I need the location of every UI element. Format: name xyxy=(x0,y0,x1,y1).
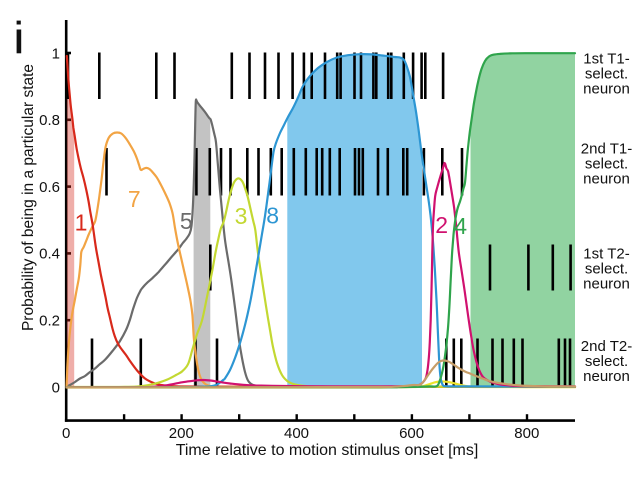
svg-text:Probability of being in a part: Probability of being in a particular sta… xyxy=(20,64,37,331)
svg-text:5: 5 xyxy=(180,208,193,234)
svg-text:select.: select. xyxy=(585,156,628,173)
svg-text:select.: select. xyxy=(585,66,628,83)
svg-text:1st T1-: 1st T1- xyxy=(583,51,629,68)
svg-text:3: 3 xyxy=(235,203,248,229)
svg-text:neuron: neuron xyxy=(583,171,630,188)
svg-text:1: 1 xyxy=(52,45,60,62)
svg-text:2nd T1-: 2nd T1- xyxy=(581,141,632,158)
svg-text:4: 4 xyxy=(454,213,467,239)
svg-text:0: 0 xyxy=(62,425,70,442)
svg-text:800: 800 xyxy=(514,425,539,442)
svg-text:select.: select. xyxy=(585,261,628,278)
svg-text:2nd T2-: 2nd T2- xyxy=(581,338,632,355)
svg-text:neuron: neuron xyxy=(583,81,630,98)
svg-text:400: 400 xyxy=(284,425,309,442)
svg-text:0.4: 0.4 xyxy=(39,246,60,263)
svg-text:200: 200 xyxy=(169,425,194,442)
svg-text:2: 2 xyxy=(435,212,448,238)
svg-text:1: 1 xyxy=(75,209,88,235)
svg-text:8: 8 xyxy=(266,203,279,229)
svg-text:Time relative to motion stimul: Time relative to motion stimulus onset [… xyxy=(176,442,479,459)
svg-text:0.8: 0.8 xyxy=(39,112,60,129)
svg-text:0.6: 0.6 xyxy=(39,179,60,196)
svg-text:600: 600 xyxy=(399,425,424,442)
svg-text:neuron: neuron xyxy=(583,368,630,385)
svg-text:7: 7 xyxy=(128,186,141,212)
svg-text:0: 0 xyxy=(52,379,60,396)
svg-text:0.2: 0.2 xyxy=(39,313,60,330)
svg-text:1st T2-: 1st T2- xyxy=(583,246,629,263)
svg-text:select.: select. xyxy=(585,353,628,370)
svg-text:neuron: neuron xyxy=(583,276,630,293)
